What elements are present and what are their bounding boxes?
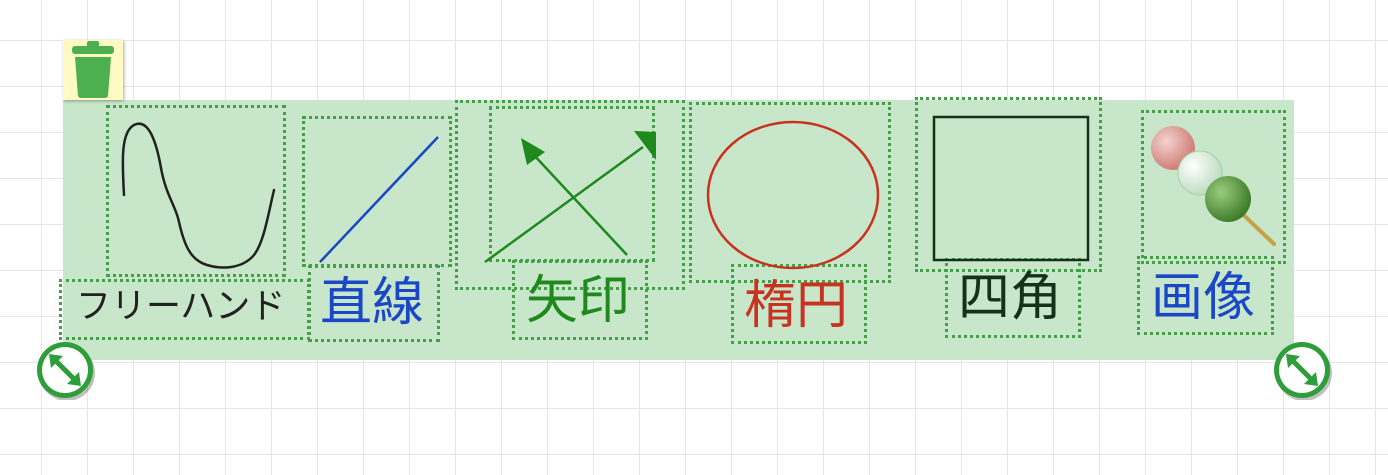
arrow-shape-frame-outer[interactable] (455, 100, 685, 290)
arrow-shape-frame-inner[interactable] (489, 106, 655, 262)
trash-icon (72, 41, 114, 98)
resize-handle-right[interactable] (1272, 340, 1332, 401)
rectangle-shape-frame[interactable] (915, 97, 1102, 272)
freehand-shape-frame[interactable] (106, 105, 286, 277)
freehand-label: フリーハンド (76, 287, 286, 327)
delete-button[interactable] (63, 40, 123, 100)
line-label-frame[interactable] (308, 265, 440, 342)
line-shape-frame[interactable] (302, 116, 452, 267)
image-label-frame[interactable] (1137, 256, 1274, 335)
line-label: 直線 (320, 273, 425, 333)
resize-handle-icon (1274, 342, 1332, 401)
rectangle-label: 四角 (958, 268, 1063, 328)
ellipse-shape-frame[interactable] (689, 102, 891, 283)
ellipse-label: 楕円 (744, 276, 849, 336)
resize-handle-left[interactable] (35, 340, 95, 401)
arrow-label: 矢印 (526, 271, 631, 331)
image-label: 画像 (1151, 268, 1256, 328)
image-shape-frame[interactable] (1141, 110, 1286, 264)
resize-handle-icon (37, 342, 95, 401)
